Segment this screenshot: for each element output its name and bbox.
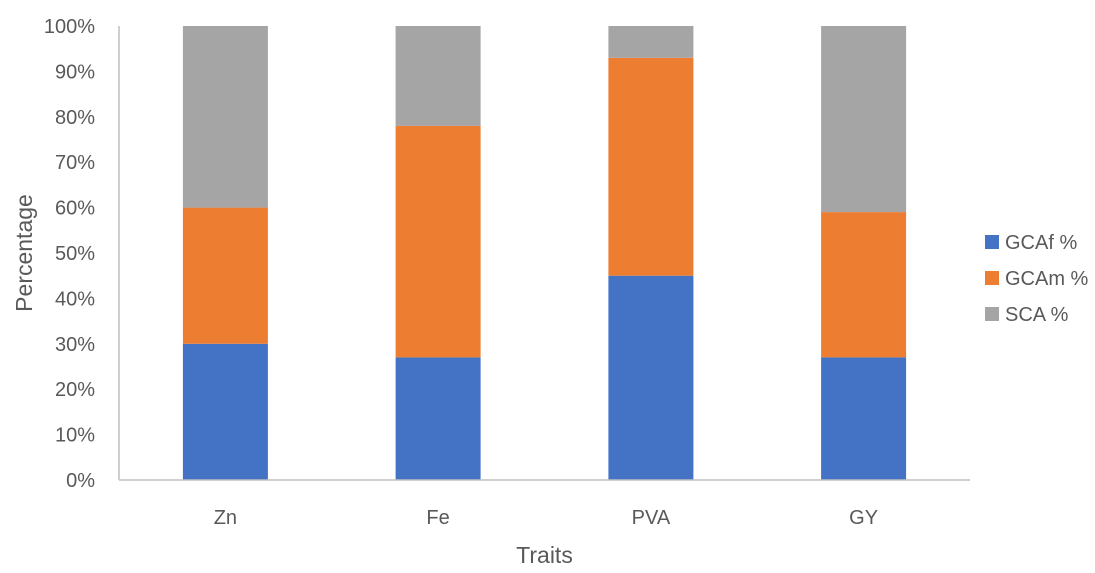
y-tick-labels: 0% 10% 20% 30% 40% 50% 60% 70% 80% 90% 100% <box>44 16 95 492</box>
y-tick-label: 60% <box>55 198 95 220</box>
legend-label: GCAf % <box>1005 232 1077 254</box>
y-tick-label: 70% <box>55 152 95 174</box>
y-tick-label: 20% <box>55 379 95 401</box>
y-axis-title: Percentage <box>11 194 37 312</box>
legend: GCAf % GCAm % SCA % <box>985 232 1089 326</box>
x-tick-label: Fe <box>426 507 449 529</box>
bar-gy-series-1 <box>821 357 907 480</box>
legend-label: SCA % <box>1005 304 1069 326</box>
axes-group <box>118 26 970 481</box>
x-tick-label: GY <box>849 507 878 529</box>
bar-zn-series-2 <box>182 207 268 344</box>
x-tick-label: PVA <box>632 507 671 529</box>
y-tick-label: 40% <box>55 288 95 310</box>
x-tick-label: Zn <box>214 507 237 529</box>
y-tick-label: 80% <box>55 107 95 129</box>
legend-swatch <box>985 271 999 285</box>
bar-gy-series-3 <box>821 26 907 213</box>
legend-label: GCAm % <box>1005 268 1089 290</box>
y-tick-label: 50% <box>55 243 95 265</box>
x-tick-labels: Zn Fe PVA GY <box>214 507 878 529</box>
bar-pva-series-2 <box>608 57 694 276</box>
bar-gy-series-2 <box>821 212 907 358</box>
bar-fe-series-1 <box>395 357 481 480</box>
bar-pva-series-1 <box>608 275 694 480</box>
y-tick-label: 10% <box>55 425 95 447</box>
bar-fe-series-3 <box>395 26 481 126</box>
y-tick-label: 90% <box>55 61 95 83</box>
legend-swatch <box>985 307 999 321</box>
bar-pva-series-3 <box>608 26 694 58</box>
y-tick-label: 0% <box>66 470 95 492</box>
bar-zn-series-1 <box>182 343 268 480</box>
bars-group <box>182 26 907 480</box>
y-tick-label: 30% <box>55 334 95 356</box>
y-tick-label: 100% <box>44 16 95 38</box>
bar-fe-series-2 <box>395 125 481 358</box>
legend-swatch <box>985 235 999 249</box>
bar-zn-series-3 <box>182 26 268 208</box>
x-axis-title: Traits <box>516 542 573 568</box>
